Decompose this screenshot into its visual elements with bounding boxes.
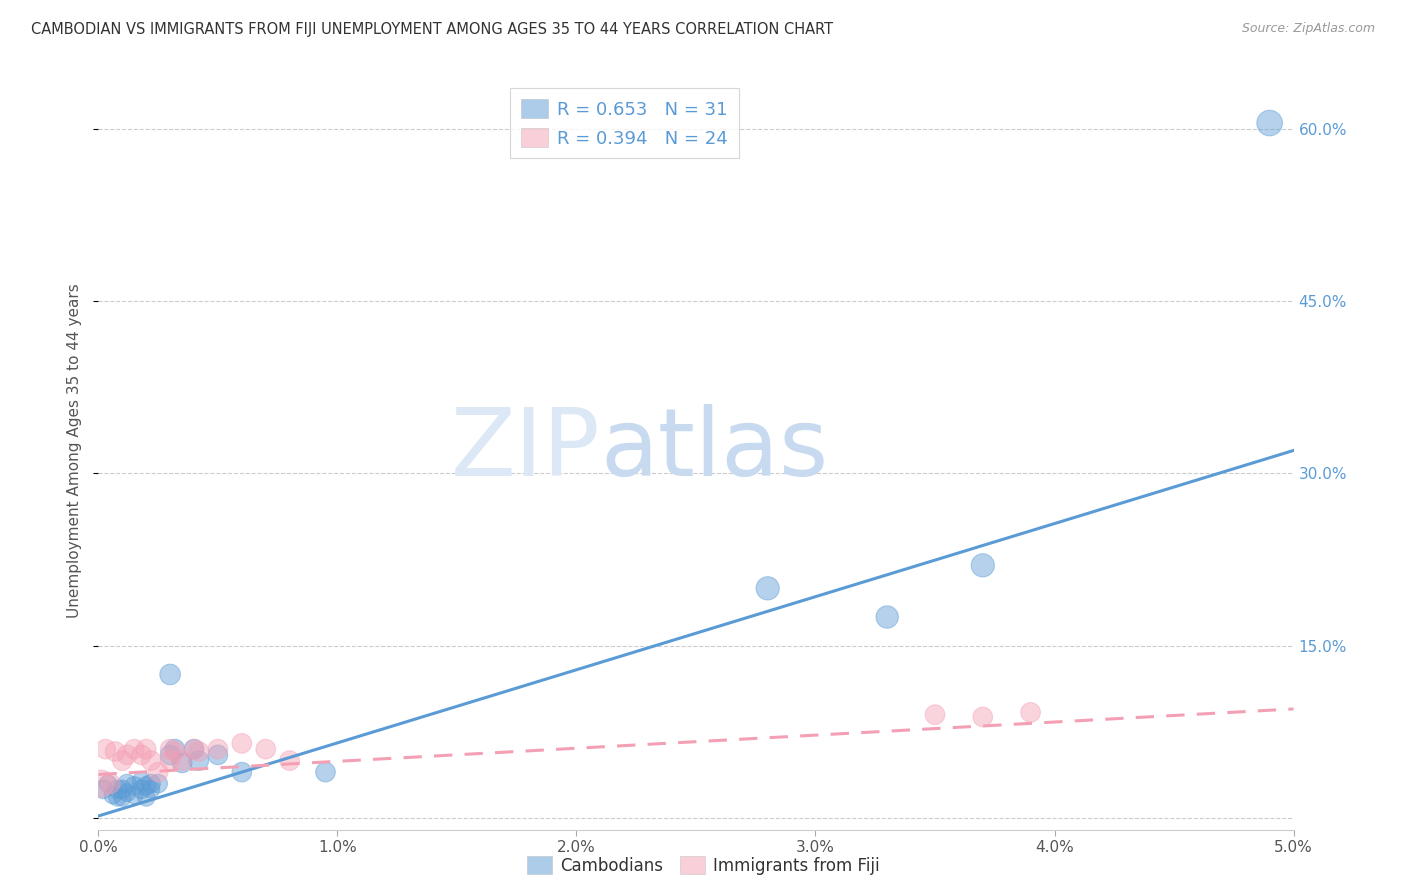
Point [159, 754, 181, 768]
Point [972, 710, 994, 724]
Point [207, 742, 229, 756]
Point [97, 776, 120, 790]
Point [172, 754, 194, 768]
Point [148, 776, 170, 790]
Text: Source: ZipAtlas.com: Source: ZipAtlas.com [1241, 22, 1375, 36]
Point [98, 776, 122, 790]
Point [131, 774, 153, 789]
Point [172, 756, 194, 770]
Point [183, 742, 205, 756]
Point [135, 779, 157, 793]
Point [111, 754, 134, 768]
Point [972, 558, 994, 573]
Point [231, 765, 253, 780]
Point [111, 790, 134, 805]
Point [111, 782, 134, 797]
Point [148, 765, 170, 780]
Point [124, 779, 146, 793]
Point [107, 790, 129, 805]
Text: ZIP: ZIP [451, 404, 600, 497]
Point [94, 742, 117, 756]
Point [139, 782, 162, 797]
Point [124, 788, 146, 802]
Point [115, 747, 138, 762]
Point [91, 782, 114, 797]
Point [107, 782, 129, 797]
Point [159, 747, 181, 762]
Point [1258, 116, 1281, 130]
Point [159, 742, 181, 756]
Point [254, 742, 277, 756]
Point [139, 776, 162, 790]
Point [115, 786, 138, 800]
Point [187, 744, 209, 758]
Point [924, 707, 946, 722]
Point [104, 744, 127, 758]
Point [187, 754, 209, 768]
Point [90, 776, 112, 790]
Y-axis label: Unemployment Among Ages 35 to 44 years: Unemployment Among Ages 35 to 44 years [67, 283, 83, 618]
Point [183, 742, 205, 756]
Point [115, 776, 138, 790]
Point [278, 754, 301, 768]
Point [124, 742, 146, 756]
Point [101, 788, 124, 802]
Point [131, 782, 153, 797]
Point [163, 744, 186, 758]
Point [1019, 706, 1042, 720]
Legend: R = 0.653   N = 31, R = 0.394   N = 24: R = 0.653 N = 31, R = 0.394 N = 24 [510, 88, 738, 159]
Point [159, 667, 181, 681]
Text: atlas: atlas [600, 404, 828, 497]
Point [135, 790, 157, 805]
Point [876, 610, 898, 624]
Point [315, 765, 337, 780]
Point [756, 582, 779, 596]
Point [207, 747, 229, 762]
Text: CAMBODIAN VS IMMIGRANTS FROM FIJI UNEMPLOYMENT AMONG AGES 35 TO 44 YEARS CORRELA: CAMBODIAN VS IMMIGRANTS FROM FIJI UNEMPL… [31, 22, 834, 37]
Point [135, 742, 157, 756]
Point [139, 754, 162, 768]
Point [131, 747, 153, 762]
Legend: Cambodians, Immigrants from Fiji: Cambodians, Immigrants from Fiji [520, 849, 886, 881]
Point [231, 736, 253, 750]
Point [163, 742, 186, 756]
